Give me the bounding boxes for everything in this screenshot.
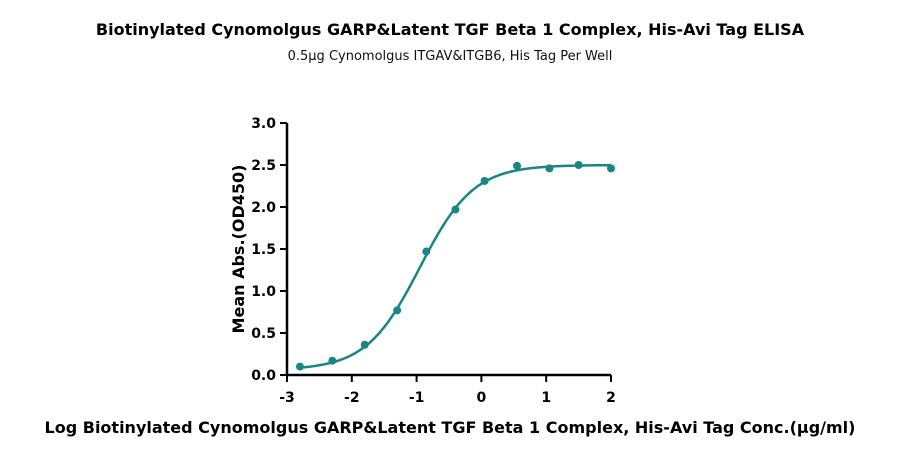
y-tick-label: 0.0 — [251, 368, 276, 384]
data-point — [480, 176, 489, 185]
axes — [285, 123, 611, 377]
data-point — [545, 164, 554, 173]
data-point — [574, 161, 583, 169]
y-axis-title: Mean Abs.(OD450) — [229, 165, 248, 334]
y-tick-label: 2.5 — [251, 158, 276, 174]
chart-subtitle: 0.5μg Cynomolgus ITGAV&ITGB6, His Tag Pe… — [287, 49, 613, 64]
y-tick-label: 3.0 — [251, 116, 276, 132]
x-tick-label: 2 — [606, 390, 616, 406]
data-point — [295, 362, 304, 371]
x-tick-label: -2 — [344, 390, 360, 406]
x-axis-title: Log Biotinylated Cynomolgus GARP&Latent … — [45, 418, 856, 437]
data-point — [513, 161, 522, 170]
y-axis-ticks: 0.0 0.5 1.0 1.5 2.0 2.5 3.0 — [251, 116, 287, 384]
x-tick-label: -1 — [409, 390, 425, 406]
y-tick-label: 0.5 — [251, 326, 276, 342]
data-point — [393, 306, 402, 315]
chart-title: Biotinylated Cynomolgus GARP&Latent TGF … — [95, 20, 805, 39]
data-point — [360, 340, 369, 349]
y-tick-label: 1.5 — [251, 242, 276, 258]
y-tick-label: 2.0 — [251, 200, 276, 216]
x-tick-label: 0 — [477, 390, 487, 406]
fit-curve-layer — [299, 163, 612, 369]
x-tick-label: 1 — [541, 390, 551, 406]
data-point — [328, 356, 337, 365]
data-point — [422, 247, 431, 256]
data-point — [607, 164, 615, 173]
data-points-layer — [295, 161, 615, 371]
fit-curve — [299, 163, 612, 369]
y-tick-label: 1.0 — [251, 284, 276, 300]
data-point — [451, 205, 460, 214]
x-axis-ticks: -3 -2 -1 0 1 2 — [279, 375, 616, 406]
x-tick-label: -3 — [279, 390, 295, 406]
